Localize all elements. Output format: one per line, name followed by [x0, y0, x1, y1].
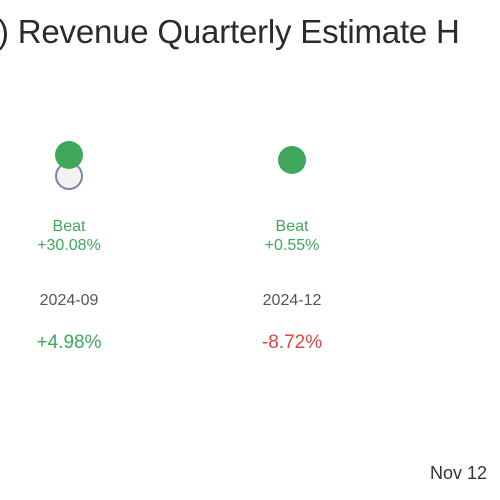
result-label: Beat	[276, 218, 309, 235]
surprise-label: +0.55%	[265, 237, 320, 254]
actual-point	[55, 141, 83, 169]
period-label: 2024-12	[263, 292, 322, 309]
period-label: 2024-09	[40, 292, 99, 309]
change-label: -8.72%	[262, 332, 322, 353]
change-label: +4.98%	[37, 332, 102, 353]
footer-date: Nov 12	[430, 463, 488, 483]
result-label: Beat	[53, 218, 86, 235]
actual-point	[278, 146, 306, 174]
surprise-label: +30.08%	[37, 237, 101, 254]
chart-title: ) Revenue Quarterly Estimate H	[0, 13, 460, 50]
